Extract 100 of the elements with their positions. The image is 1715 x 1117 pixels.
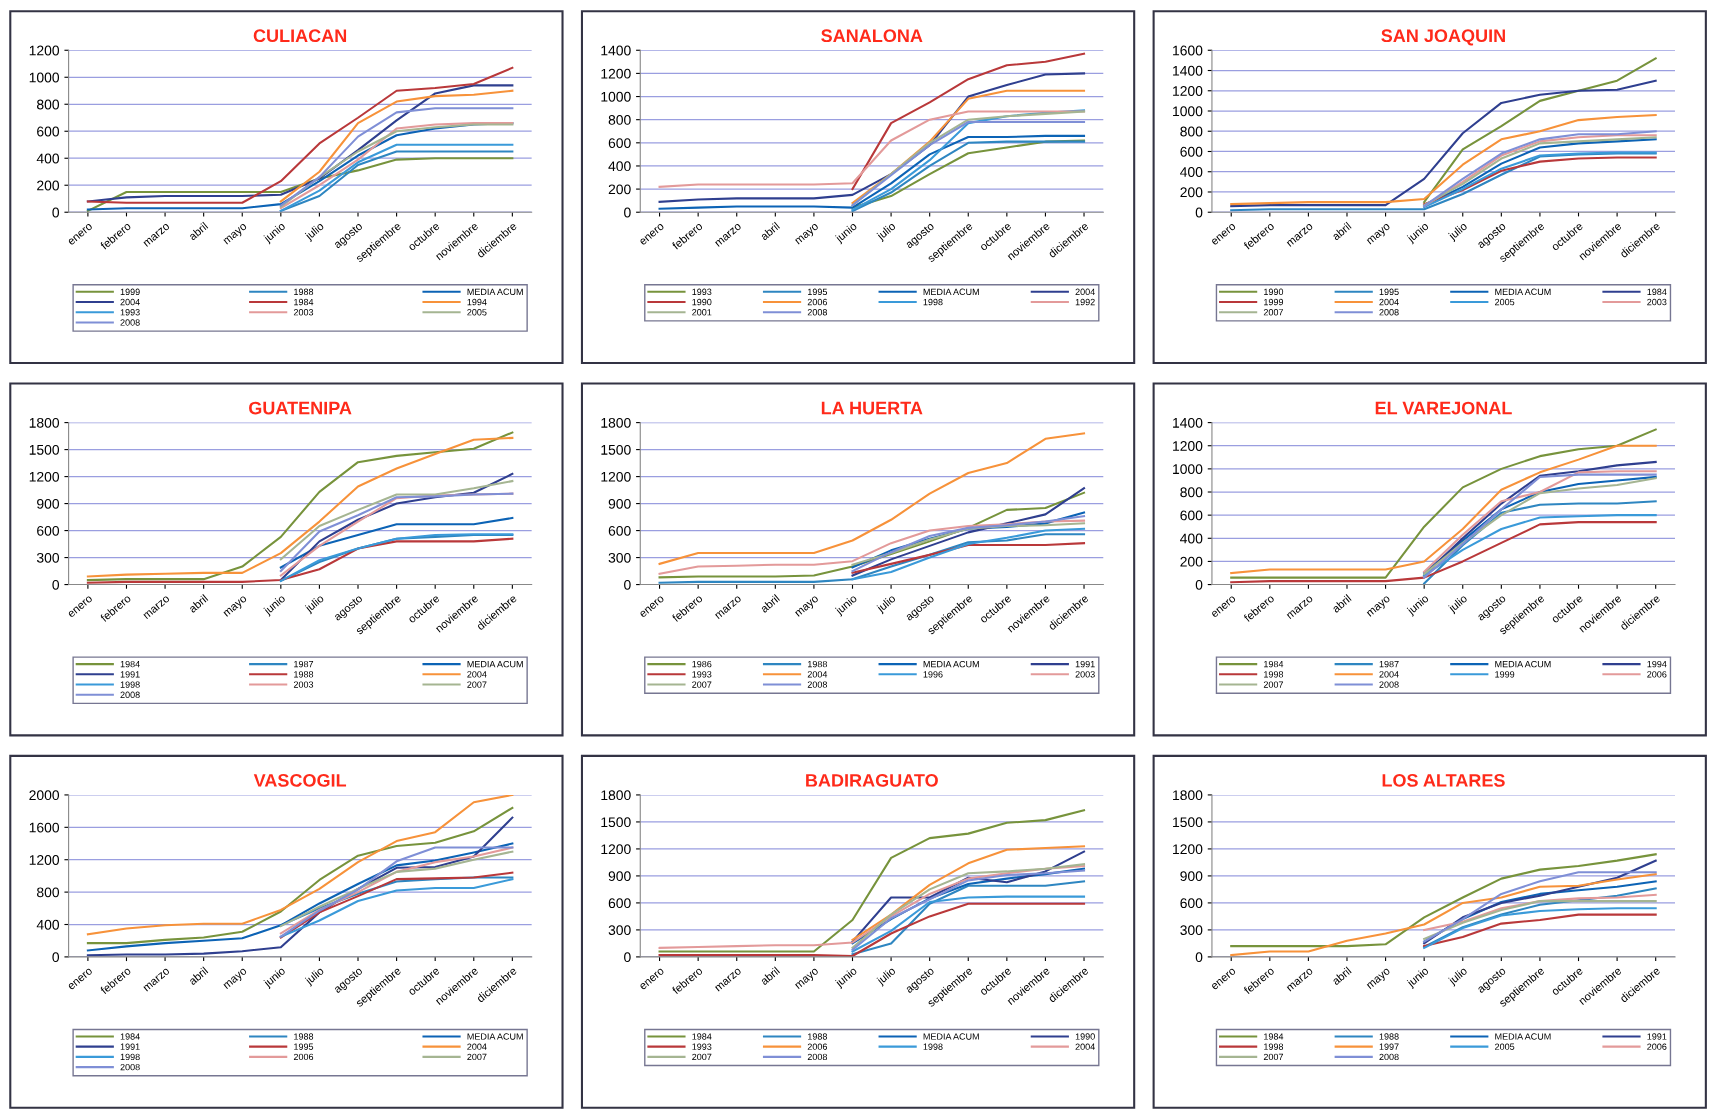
legend-label: 2006 xyxy=(1647,671,1667,678)
y-tick-label: 800 xyxy=(608,115,631,125)
legend-label: 2007 xyxy=(692,681,712,688)
legend-label: 2003 xyxy=(1647,298,1667,306)
legend-label: 2001 xyxy=(692,309,712,316)
x-tick-label: julio xyxy=(304,593,326,615)
chart-title: SAN JOAQUIN xyxy=(1381,29,1505,46)
y-tick-label: 400 xyxy=(36,919,60,930)
y-tick-label: 1400 xyxy=(601,45,631,56)
chart-title: BADIRAGUATO xyxy=(806,773,938,787)
y-tick-label: 900 xyxy=(1180,871,1203,882)
y-tick-label: 1200 xyxy=(29,471,60,482)
y-tick-label: 400 xyxy=(1180,533,1203,544)
legend-label: 1984 xyxy=(294,298,314,306)
legend-label: 1991 xyxy=(1075,660,1095,668)
x-tick-label: abril xyxy=(1331,221,1352,241)
legend-label: 2006 xyxy=(293,1053,314,1061)
y-tick-label: 1500 xyxy=(601,444,631,455)
y-tick-label: 800 xyxy=(37,887,60,898)
y-tick-label: 1200 xyxy=(1173,844,1203,855)
y-tick-label: 200 xyxy=(1180,187,1203,198)
chart-title: EL VAREJONAL xyxy=(1375,401,1512,415)
y-tick-label: 1500 xyxy=(1173,817,1203,828)
legend-label: 1990 xyxy=(692,298,712,306)
legend-label: 2007 xyxy=(467,1053,487,1061)
y-tick-label: 200 xyxy=(1180,556,1203,567)
legend-label: MEDIA ACUM xyxy=(923,288,979,296)
chart-title: LOS ALTARES xyxy=(1382,773,1505,787)
legend-label: 1984 xyxy=(1264,1033,1284,1040)
y-tick-label: 1200 xyxy=(601,471,631,482)
y-tick-label: 800 xyxy=(1180,126,1203,137)
legend-label: 1992 xyxy=(1075,298,1095,306)
y-tick-label: 1800 xyxy=(29,417,60,428)
y-tick-label: 1600 xyxy=(29,822,60,833)
y-tick-label: 600 xyxy=(1180,510,1203,521)
y-tick-label: 1800 xyxy=(601,790,631,801)
y-tick-label: 400 xyxy=(1180,167,1203,177)
legend-label: 1988 xyxy=(808,1033,828,1040)
y-tick-label: 1200 xyxy=(29,855,60,865)
y-tick-label: 1200 xyxy=(601,68,631,79)
legend-label: 1988 xyxy=(294,671,314,678)
legend-label: 2007 xyxy=(692,1053,712,1061)
legend-label: 2004 xyxy=(1379,298,1399,306)
y-tick-label: 1800 xyxy=(1173,790,1203,801)
legend-label: 1991 xyxy=(120,1043,140,1050)
y-tick-label: 0 xyxy=(1195,579,1203,590)
y-tick-label: 0 xyxy=(1195,952,1203,963)
legend-label: 1998 xyxy=(120,681,140,688)
legend-label: 2004 xyxy=(1075,1043,1095,1050)
legend-label: 1984 xyxy=(692,1033,712,1040)
legend-label: 1998 xyxy=(1264,671,1284,678)
legend-label: 1984 xyxy=(120,1033,140,1040)
y-tick-label: 300 xyxy=(1180,925,1203,936)
legend-label: 2007 xyxy=(1263,681,1284,688)
chart-title: SANALONA xyxy=(821,29,923,43)
legend-label: 1996 xyxy=(923,671,943,678)
y-tick-label: 1600 xyxy=(1173,45,1203,56)
y-tick-label: 600 xyxy=(608,525,631,536)
y-tick-label: 1500 xyxy=(29,444,60,455)
legend-label: 2004 xyxy=(467,1043,487,1050)
legend-label: 2008 xyxy=(120,1063,140,1071)
y-tick-label: 0 xyxy=(1195,207,1203,218)
x-tick-label: julio xyxy=(1447,221,1470,243)
legend-label: 2007 xyxy=(467,681,487,688)
y-tick-label: 1400 xyxy=(1173,65,1203,76)
y-tick-label: 400 xyxy=(608,161,631,172)
legend-label: 1998 xyxy=(120,1053,140,1061)
legend-label: 1994 xyxy=(1647,660,1667,668)
legend-label: 1987 xyxy=(294,660,314,668)
y-tick-label: 1800 xyxy=(601,417,631,428)
legend-label: 1993 xyxy=(120,309,140,316)
legend-label: 1999 xyxy=(1264,298,1284,306)
legend-label: 2004 xyxy=(467,671,487,678)
y-tick-label: 300 xyxy=(608,925,631,936)
y-tick-label: 900 xyxy=(608,871,631,882)
y-tick-label: 800 xyxy=(37,99,60,110)
legend-label: 1990 xyxy=(1075,1033,1095,1040)
legend-label: 1998 xyxy=(923,298,943,306)
x-tick-label: abril xyxy=(187,221,209,241)
chart-title: VASCOGIL xyxy=(253,773,347,787)
x-tick-label: julio xyxy=(304,221,326,243)
y-tick-label: 1000 xyxy=(1173,464,1203,475)
legend-label: 1998 xyxy=(923,1043,943,1050)
y-tick-label: 600 xyxy=(1180,146,1203,157)
y-tick-label: 0 xyxy=(52,579,60,590)
y-tick-label: 600 xyxy=(37,126,60,137)
legend-label: 1987 xyxy=(1379,660,1399,668)
legend-label: MEDIA ACUM xyxy=(923,660,979,668)
legend-label: 1984 xyxy=(1264,660,1284,668)
y-tick-label: 1000 xyxy=(29,72,60,83)
legend-label: 2008 xyxy=(807,309,828,316)
x-tick-label: julio xyxy=(875,221,898,243)
chart-title: GUATENIPA xyxy=(249,401,352,415)
legend-label: 1993 xyxy=(692,671,712,678)
y-tick-label: 600 xyxy=(608,138,631,148)
legend-label: MEDIA ACUM xyxy=(467,660,523,668)
legend-label: 1999 xyxy=(1495,671,1515,678)
legend-label: MEDIA ACUM xyxy=(923,1033,979,1040)
y-tick-label: 200 xyxy=(37,180,60,191)
y-tick-label: 0 xyxy=(52,952,60,963)
